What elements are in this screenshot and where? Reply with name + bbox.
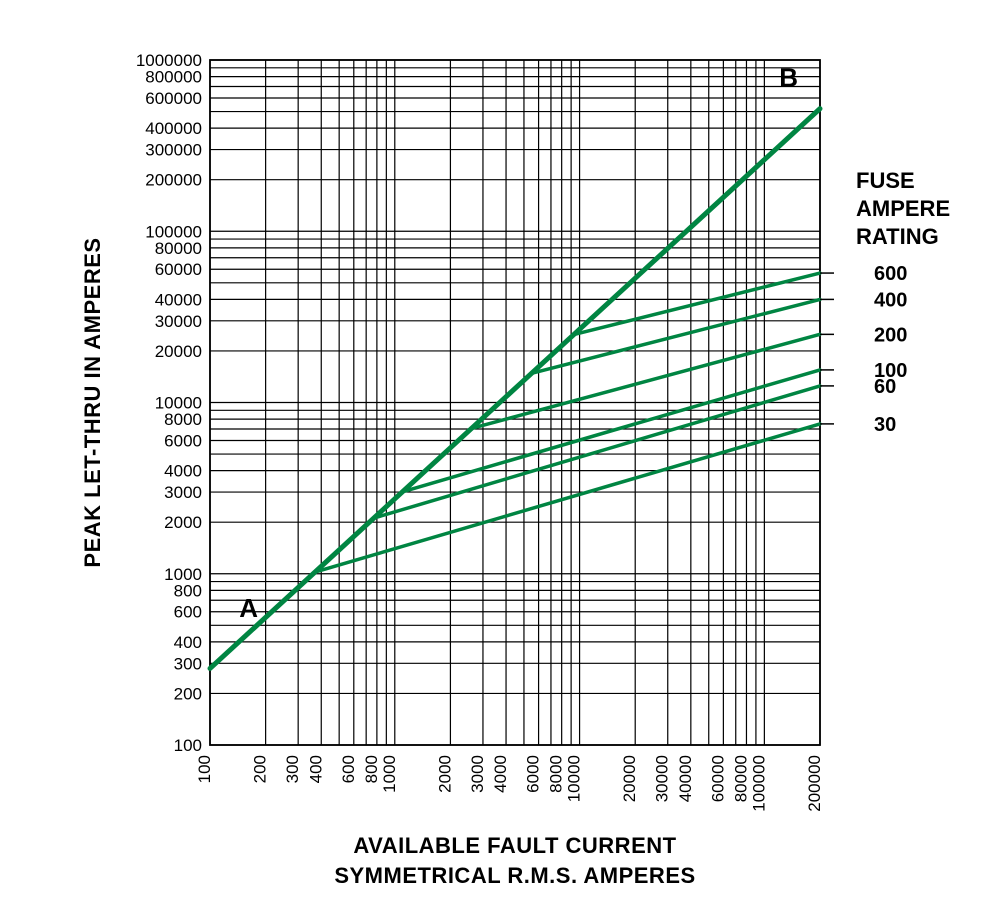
y-tick-label: 2000	[164, 513, 202, 532]
x-tick-label: 8000	[547, 755, 566, 793]
x-tick-label: 400	[306, 755, 325, 783]
y-tick-label: 400000	[145, 119, 202, 138]
x-tick-label: 300	[283, 755, 302, 783]
y-tick-label: 3000	[164, 483, 202, 502]
x-tick-label: 4000	[491, 755, 510, 793]
y-tick-label: 30000	[155, 312, 202, 331]
x-tick-label: 3000	[468, 755, 487, 793]
y-tick-label: 200000	[145, 171, 202, 190]
x-tick-label: 10000	[565, 755, 584, 802]
x-tick-label: 60000	[708, 755, 727, 802]
y-tick-label: 800000	[145, 68, 202, 87]
y-tick-label: 600	[174, 603, 202, 622]
y-tick-label: 10000	[155, 394, 202, 413]
y-tick-label: 1000	[164, 565, 202, 584]
x-tick-label: 1000	[380, 755, 399, 793]
fuse-title-line: AMPERE	[856, 196, 950, 221]
x-tick-label: 30000	[653, 755, 672, 802]
point-a-label: A	[239, 593, 258, 623]
y-tick-label: 100000	[145, 222, 202, 241]
fuse-rating-label: 600	[874, 263, 907, 285]
x-tick-label: 6000	[524, 755, 543, 793]
fuse-rating-label: 60	[874, 376, 896, 398]
y-tick-label: 6000	[164, 431, 202, 450]
y-tick-label: 600000	[145, 89, 202, 108]
y-tick-label: 20000	[155, 342, 202, 361]
x-tick-label: 40000	[676, 755, 695, 802]
let-thru-chart: A B 600 400 200 100 60 30 FUSE AMPERE RATING 100 200…	[0, 0, 1000, 911]
y-tick-label: 60000	[155, 260, 202, 279]
y-tick-label: 300000	[145, 141, 202, 160]
y-tick-label: 400	[174, 633, 202, 652]
x-tick-label: 100000	[749, 755, 768, 812]
x-tick-label: 600	[339, 755, 358, 783]
y-tick-label: 200	[174, 684, 202, 703]
y-tick-label: 300	[174, 654, 202, 673]
y-axis-label: PEAK LET-THRU IN AMPERES	[80, 237, 105, 567]
fuse-title-line: RATING	[856, 224, 939, 249]
x-tick-label: 80000	[731, 755, 750, 802]
x-axis-label-1: AVAILABLE FAULT CURRENT	[353, 833, 676, 858]
x-tick-label: 2000	[435, 755, 454, 793]
y-tick-label: 1000000	[136, 51, 202, 70]
y-tick-label: 800	[174, 581, 202, 600]
x-tick-label: 200	[251, 755, 270, 783]
y-tick-label: 40000	[155, 290, 202, 309]
x-tick-label: 800	[362, 755, 381, 783]
point-b-label: B	[779, 63, 798, 93]
x-tick-label: 20000	[620, 755, 639, 802]
x-axis-label-2: SYMMETRICAL R.M.S. AMPERES	[334, 863, 695, 888]
y-tick-label: 8000	[164, 410, 202, 429]
x-tick-label: 100	[195, 755, 214, 783]
fuse-rating-label: 30	[874, 414, 896, 436]
y-tick-label: 4000	[164, 462, 202, 481]
fuse-rating-label: 400	[874, 289, 907, 311]
y-tick-label: 80000	[155, 239, 202, 258]
fuse-title-line: FUSE	[856, 168, 915, 193]
fuse-rating-label: 200	[874, 324, 907, 346]
x-tick-label: 200000	[805, 755, 824, 812]
y-tick-label: 100	[174, 736, 202, 755]
